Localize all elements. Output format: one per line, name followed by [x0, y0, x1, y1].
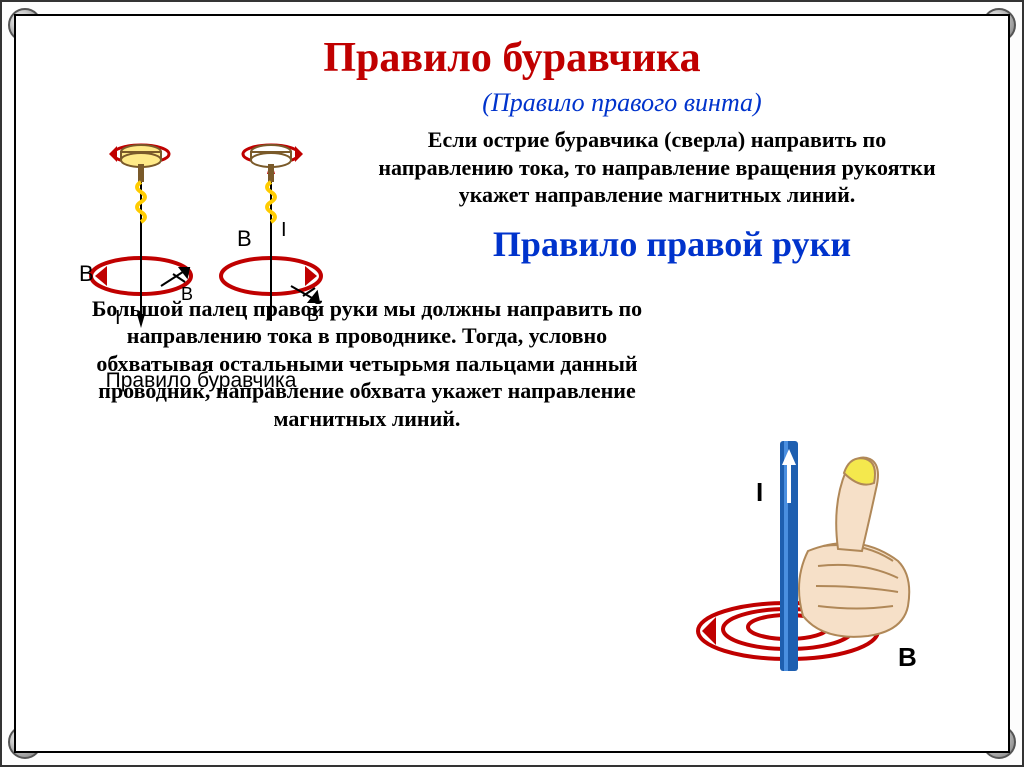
rule1-text: Если острие буравчика (сверла) направить…: [366, 126, 948, 209]
outer-frame: Правило буравчика (Правило правого винта…: [0, 0, 1024, 767]
inner-frame: Правило буравчика (Правило правого винта…: [14, 14, 1010, 753]
svg-text:B: B: [237, 226, 252, 251]
fig1-caption: Правило буравчика: [71, 361, 331, 393]
svg-text:I: I: [115, 307, 121, 329]
right-hand-diagram: I B: [688, 431, 938, 681]
svg-text:B: B: [79, 261, 94, 286]
svg-text:I: I: [756, 477, 763, 507]
svg-text:I: I: [281, 219, 287, 241]
subtitle: (Правило правого винта): [236, 88, 1008, 118]
corkscrew-diagram: I B: [71, 116, 331, 386]
svg-text:B: B: [898, 642, 917, 672]
svg-text:B: B: [307, 305, 319, 325]
rule2-title: Правило правой руки: [336, 223, 1008, 265]
svg-text:B: B: [181, 284, 193, 304]
main-title: Правило буравчика: [16, 16, 1008, 82]
